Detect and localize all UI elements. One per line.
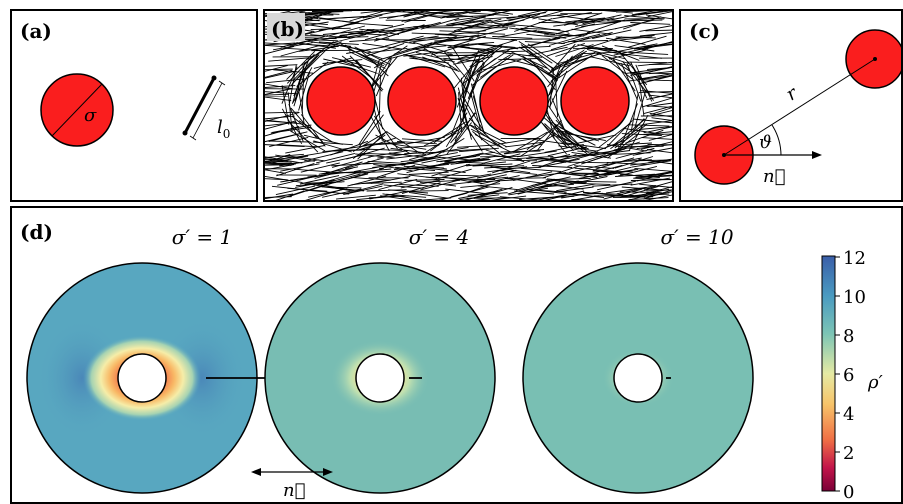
density-map-2 — [264, 262, 496, 494]
colorbar-tick-4: 4 — [843, 404, 854, 425]
plot-title-3: σ′ = 10 — [660, 225, 734, 249]
panel-a-figure: σ l0 — [40, 73, 230, 147]
panel-b: (b) — [263, 9, 674, 202]
plot-title-1: σ′ = 1 — [171, 225, 233, 249]
density-map-1 — [26, 262, 265, 494]
panel-d: (d) σ′ = 1 σ′ = 4 σ′ = 10 — [10, 206, 903, 504]
panel-b-label: (b) — [271, 17, 304, 41]
rod-line — [183, 77, 216, 134]
panel-c-label: (c) — [689, 19, 721, 43]
angle-label: ϑ — [759, 132, 772, 153]
distance-label: r — [783, 82, 803, 105]
rods — [265, 11, 672, 200]
director-label: n⃗ — [763, 166, 785, 187]
director-label-d: n⃗ — [283, 480, 305, 501]
colorbar-tick-2: 2 — [843, 443, 854, 464]
panel-c-figure: r ϑ n⃗ — [694, 29, 901, 187]
density-map-3 — [522, 262, 754, 494]
director-double-arrow — [251, 468, 333, 476]
colloid-2 — [387, 66, 457, 136]
panel-c: (c) r ϑ n⃗ — [679, 9, 903, 202]
rod-end-top — [211, 75, 217, 81]
rod-suspension — [265, 11, 672, 200]
colloid-3 — [479, 66, 549, 136]
colorbar-tick-6: 6 — [843, 365, 854, 386]
rod-end-bottom — [182, 130, 188, 136]
colloid-hole-1 — [117, 353, 167, 403]
colloid-1 — [306, 66, 376, 136]
colorbar-label: ρ′ — [867, 372, 883, 393]
colorbar-tick-10: 10 — [843, 287, 866, 308]
panel-d-label: (d) — [20, 220, 53, 244]
colorbar-tick-8: 8 — [843, 326, 854, 347]
colorbar — [821, 255, 836, 492]
colorbar-tick-0: 0 — [843, 482, 854, 502]
distance-line — [723, 58, 876, 156]
colorbar-tick-12: 12 — [843, 248, 866, 269]
plot-title-2: σ′ = 4 — [408, 225, 470, 249]
sigma-label: σ — [84, 105, 97, 126]
panel-a: (a) σ l0 — [10, 9, 258, 202]
angle-arc — [771, 124, 782, 156]
colloid-4 — [560, 66, 630, 136]
colorbar-ticks — [835, 256, 840, 492]
panel-a-label: (a) — [20, 19, 52, 43]
panel-b-label-box — [267, 13, 305, 41]
rod-length-label: l0 — [217, 117, 230, 141]
colloid-hole-2 — [355, 353, 405, 403]
density-maps: n⃗ 12 10 8 6 4 2 0 ρ′ — [26, 248, 883, 502]
rod-length-marker — [192, 82, 223, 139]
colloid-hole-3 — [613, 353, 663, 403]
diameter-line — [51, 83, 103, 137]
